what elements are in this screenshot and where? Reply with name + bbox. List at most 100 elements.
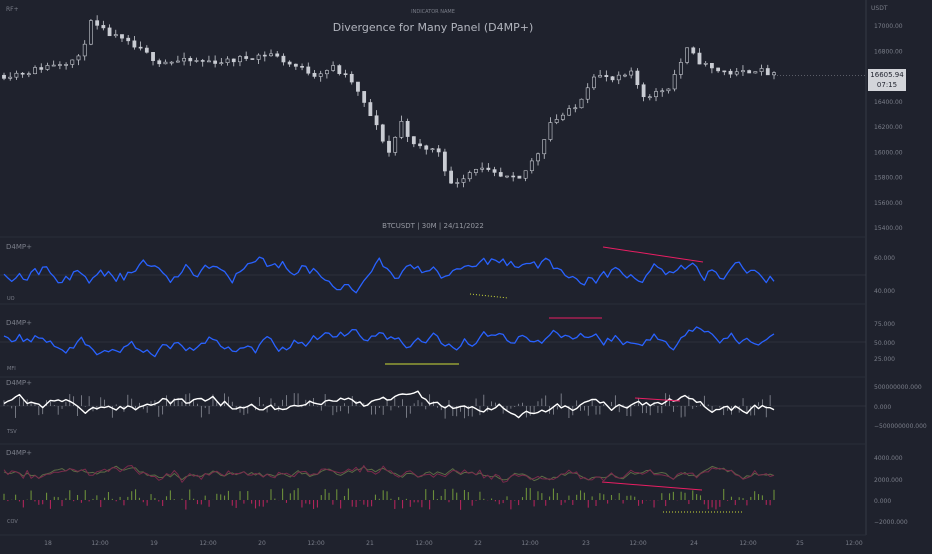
candle-body xyxy=(498,172,503,177)
candle-body xyxy=(610,76,615,81)
candle-body xyxy=(194,60,199,62)
candle-body xyxy=(151,52,155,61)
candle-body xyxy=(45,65,50,70)
candle-body xyxy=(287,61,292,65)
candle-body xyxy=(175,60,180,63)
candle-body xyxy=(281,55,286,63)
candle-body xyxy=(759,68,764,72)
cov-signal-line xyxy=(3,465,775,482)
candle-body xyxy=(536,153,540,162)
time-label: 12:00 xyxy=(521,540,538,547)
candle-body xyxy=(734,71,739,75)
panel-tag: D4MP+ xyxy=(6,319,32,327)
candle-body xyxy=(138,46,143,49)
candle-body xyxy=(157,60,162,65)
candle-body xyxy=(716,67,721,72)
candle-body xyxy=(374,115,379,126)
panel-name: COV xyxy=(7,519,18,525)
candle-body xyxy=(250,58,255,60)
candle-body xyxy=(741,70,745,73)
candle-body xyxy=(629,70,634,76)
candle-body xyxy=(300,66,304,68)
time-label: 25 xyxy=(796,540,804,547)
candle-body xyxy=(573,107,578,110)
candle-body xyxy=(244,56,249,59)
candle-body xyxy=(647,96,652,99)
last-price-badge: 16605.94 07:15 xyxy=(868,69,906,91)
panel-tick-label: 75.000 xyxy=(874,321,895,328)
candle-body xyxy=(449,170,453,184)
price-tick-label: 15400.00 xyxy=(874,225,903,232)
candle-body xyxy=(356,81,360,92)
candle-body xyxy=(269,53,273,57)
cov-line xyxy=(3,465,775,483)
bearish-divergence-line xyxy=(634,397,681,402)
candle-body xyxy=(2,74,6,79)
time-label: 24 xyxy=(690,540,698,547)
candle-body xyxy=(579,98,584,109)
candle-body xyxy=(89,20,93,45)
candle-body xyxy=(362,91,367,103)
candle-body xyxy=(231,58,236,63)
bearish-divergence-line xyxy=(602,246,704,263)
candle-body xyxy=(430,148,435,151)
candle-body xyxy=(51,64,56,67)
cov-histogram xyxy=(3,487,775,510)
candle-body xyxy=(641,84,646,98)
candle-body xyxy=(616,74,621,81)
price-tick-label: 16000.00 xyxy=(874,149,903,156)
time-label: 12:00 xyxy=(629,540,646,547)
price-tick-label: 15800.00 xyxy=(874,175,903,182)
candle-body xyxy=(262,54,267,57)
candle-body xyxy=(387,140,391,153)
candle-body xyxy=(101,25,106,29)
panel-tick-label: 25.000 xyxy=(874,356,895,363)
candle-body xyxy=(393,136,398,153)
time-label: 12:00 xyxy=(307,540,324,547)
panel-tick-label: 0.000 xyxy=(874,404,891,411)
candle-body xyxy=(39,67,44,70)
candle-body xyxy=(672,74,677,90)
panel-tick-label: 40.000 xyxy=(874,288,895,295)
indicator-name: INDICATOR NAME xyxy=(411,9,455,15)
panel-name: MFI xyxy=(7,366,16,372)
candle-body xyxy=(95,20,100,26)
candle-body xyxy=(337,65,342,74)
symbol-line: BTCUSDT | 30M | 24/11/2022 xyxy=(382,222,484,230)
panel-tick-label: −500000000.000 xyxy=(874,423,927,430)
candle-body xyxy=(318,73,323,77)
panel-tag: D4MP+ xyxy=(6,379,32,387)
candle-body xyxy=(293,63,298,67)
candle-body xyxy=(57,64,62,66)
candle-body xyxy=(728,70,733,75)
candle-body xyxy=(542,139,547,155)
candle-body xyxy=(747,70,752,74)
price-tick-label: 16200.00 xyxy=(874,124,903,131)
candle-body xyxy=(467,172,472,180)
candle-body xyxy=(685,47,689,63)
tsv-line xyxy=(3,390,775,419)
candle-body xyxy=(529,160,534,172)
candle-body xyxy=(666,88,671,92)
time-label: 12:00 xyxy=(91,540,108,547)
candle-body xyxy=(312,72,317,77)
candle-body xyxy=(405,120,410,137)
panel-tick-label: −2000.000 xyxy=(874,519,908,526)
candle-body xyxy=(70,59,75,65)
candle-body xyxy=(598,75,603,78)
candle-body xyxy=(275,53,280,57)
panel-tick-label: 4000.000 xyxy=(874,455,903,462)
price-unit: USDT xyxy=(871,5,888,12)
candle-body xyxy=(126,37,131,42)
candle-body xyxy=(554,119,559,123)
time-label: 20 xyxy=(258,540,266,547)
candle-body xyxy=(182,58,186,62)
top-left-label: RF+ xyxy=(6,6,19,13)
candle-body xyxy=(753,71,758,74)
candle-body xyxy=(33,67,37,75)
candle-body xyxy=(461,178,466,183)
candle-body xyxy=(169,61,174,64)
candle-body xyxy=(436,148,441,153)
candle-body xyxy=(424,145,429,150)
